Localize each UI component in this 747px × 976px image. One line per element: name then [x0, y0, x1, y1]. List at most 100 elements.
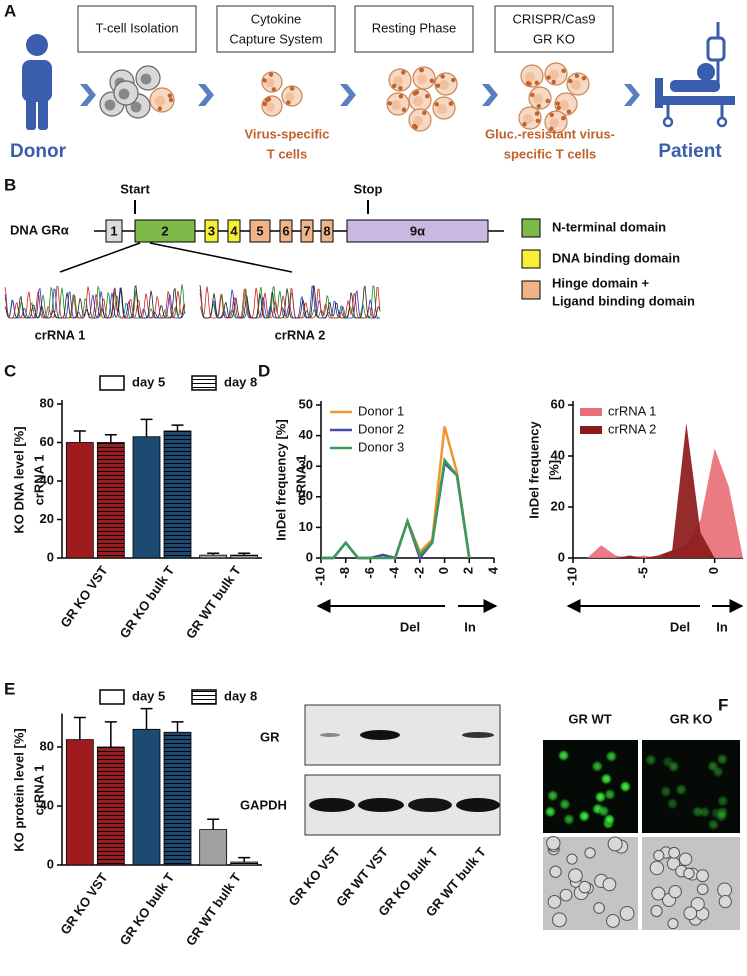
cells [99, 62, 590, 134]
error-bar [140, 418, 153, 437]
direction-label: Del [400, 619, 420, 634]
cell-fluo [562, 813, 575, 826]
x-tick-label: -2 [411, 567, 426, 579]
bar [132, 436, 161, 559]
cell-bf [619, 906, 635, 921]
cytokine [286, 100, 291, 105]
x-tick-label: 0 [706, 567, 721, 574]
y-tick-label: 40 [40, 472, 54, 487]
chevron [340, 84, 356, 106]
cytokine [536, 103, 541, 109]
nucleus [391, 100, 401, 110]
exon-label: 2 [161, 223, 168, 238]
step-label: T-cell Isolation [95, 20, 178, 35]
cell-fluo [578, 810, 591, 823]
start-label: Start [120, 181, 150, 196]
y-tick-label: 10 [299, 519, 313, 534]
cytokine [264, 98, 270, 103]
chevron [198, 84, 214, 106]
cytokine [527, 81, 532, 87]
bar [230, 554, 259, 559]
cell-fluo [715, 810, 728, 823]
nucleus [549, 118, 559, 128]
blot-row-label: GAPDH [240, 797, 287, 812]
direction-label: Del [670, 619, 690, 634]
cytokine [530, 92, 535, 98]
exon [249, 219, 271, 243]
y-tick-label: 60 [551, 396, 565, 411]
cell-fluo [591, 760, 604, 773]
y-tick-label: 0 [47, 856, 54, 871]
error-bar [104, 721, 117, 747]
cell-bf [566, 853, 578, 865]
cytokine [522, 121, 527, 127]
cytokine [262, 101, 267, 107]
y-tick-label: 0 [306, 549, 313, 564]
step-label: CRISPR/Cas9 [512, 11, 595, 26]
line [321, 457, 471, 560]
error-bar [207, 818, 220, 830]
cell-bf [568, 868, 583, 883]
error-bar [73, 430, 86, 443]
exon [105, 219, 123, 243]
x-tick-label: GR KO VST [57, 870, 110, 937]
cell-bf [559, 888, 573, 902]
x-tick-label: GR WT bulk T [183, 870, 244, 948]
cell-bf [547, 895, 562, 909]
y-axis-label: crRNA 1 [31, 765, 46, 816]
cell-bf [651, 886, 666, 901]
chevron [80, 84, 96, 106]
y-tick-label: 0 [558, 549, 565, 564]
legend-label: Donor 3 [358, 439, 404, 454]
cell-bf [551, 912, 567, 928]
legend-label: Donor 2 [358, 421, 404, 436]
x-tick-label: -10 [564, 567, 579, 586]
cytokine [534, 111, 540, 116]
panel-label: B [4, 175, 16, 194]
area [573, 448, 743, 558]
patient-icon [655, 22, 735, 128]
step-label: Capture System [229, 31, 322, 46]
error-bar [207, 552, 220, 556]
panel-label: A [4, 1, 16, 20]
nucleus [559, 100, 569, 110]
cell-fluo [661, 755, 674, 768]
chevron [624, 84, 640, 106]
stop-label: Stop [354, 181, 383, 196]
nucleus [393, 76, 403, 86]
cell-fluo [716, 753, 729, 766]
exon [204, 219, 219, 243]
y-tick-label: 40 [551, 447, 565, 462]
zoom-line [59, 242, 141, 273]
cell-fluo [619, 780, 632, 793]
bar [163, 430, 192, 559]
error-bar [104, 434, 117, 443]
x-tick-label: 2 [461, 567, 476, 574]
cytokine [448, 101, 454, 106]
nucleus [413, 96, 423, 106]
cytokine [401, 107, 407, 112]
exon-label: 8 [323, 223, 330, 238]
donor-label: Donor [10, 141, 67, 162]
cytokine [556, 105, 561, 111]
exon [279, 219, 293, 243]
y-tick-label: 80 [40, 395, 54, 410]
trace [4, 285, 186, 319]
nucleus [130, 101, 142, 113]
cytokine [425, 93, 430, 99]
cytokine [429, 78, 434, 83]
nucleus [417, 74, 427, 84]
cell-fluo [594, 790, 607, 803]
x-tick-label: GR KO bulk T [117, 870, 178, 948]
legend-label: day 5 [132, 374, 165, 389]
chevron [482, 84, 498, 106]
y-axis-label: KO DNA level [%] [11, 426, 26, 533]
x-tick-label: -5 [635, 567, 650, 579]
cell-fluo [707, 818, 720, 831]
cell-bf [690, 897, 705, 912]
y-axis-label: InDel frequency [526, 420, 541, 518]
cytokine [398, 86, 403, 91]
legend-swatch [99, 375, 125, 391]
step-label: Cytokine [251, 11, 302, 26]
exon [320, 219, 334, 243]
